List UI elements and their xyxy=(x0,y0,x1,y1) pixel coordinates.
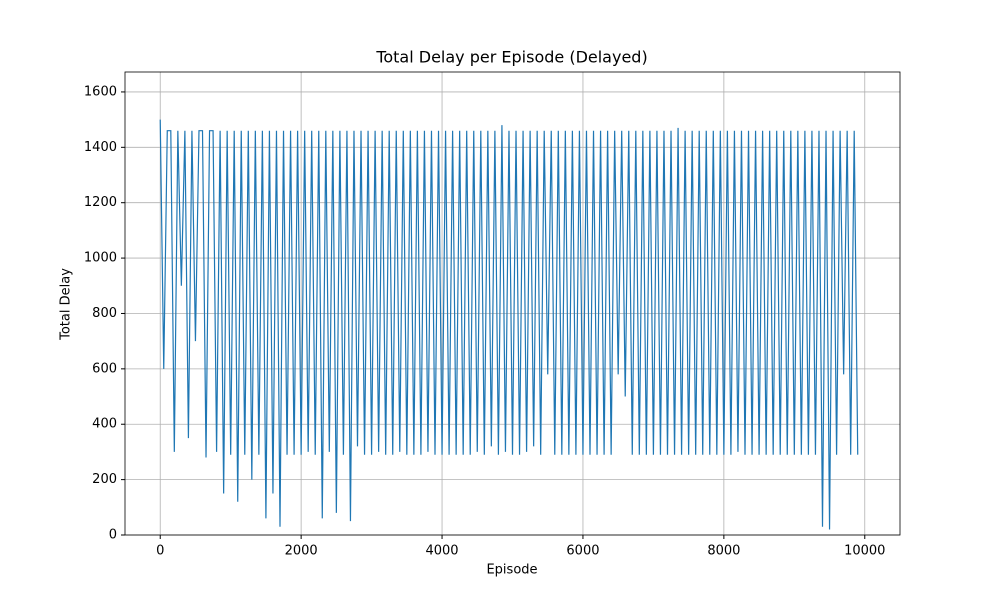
y-tick-label: 1400 xyxy=(84,140,117,155)
x-tick-label: 0 xyxy=(156,544,164,559)
y-tick-label: 0 xyxy=(109,528,117,543)
chart-title: Total Delay per Episode (Delayed) xyxy=(375,48,647,67)
y-tick-label: 600 xyxy=(92,361,117,376)
x-tick-label: 4000 xyxy=(425,544,458,559)
x-tick-label: 8000 xyxy=(707,544,740,559)
y-tick-label: 200 xyxy=(92,472,117,487)
x-tick-label: 10000 xyxy=(844,544,885,559)
y-tick-label: 400 xyxy=(92,417,117,432)
x-axis-label: Episode xyxy=(486,563,537,578)
data-line xyxy=(159,119,859,530)
plot-frame xyxy=(124,71,901,536)
y-tick-label: 1000 xyxy=(84,251,117,266)
x-tick-label: 6000 xyxy=(566,544,599,559)
y-tick-label: 800 xyxy=(92,306,117,321)
y-tick-label: 1600 xyxy=(84,84,117,99)
y-tick-label: 1200 xyxy=(84,195,117,210)
x-tick-label: 2000 xyxy=(285,544,318,559)
y-axis-label: Total Delay xyxy=(59,268,74,341)
